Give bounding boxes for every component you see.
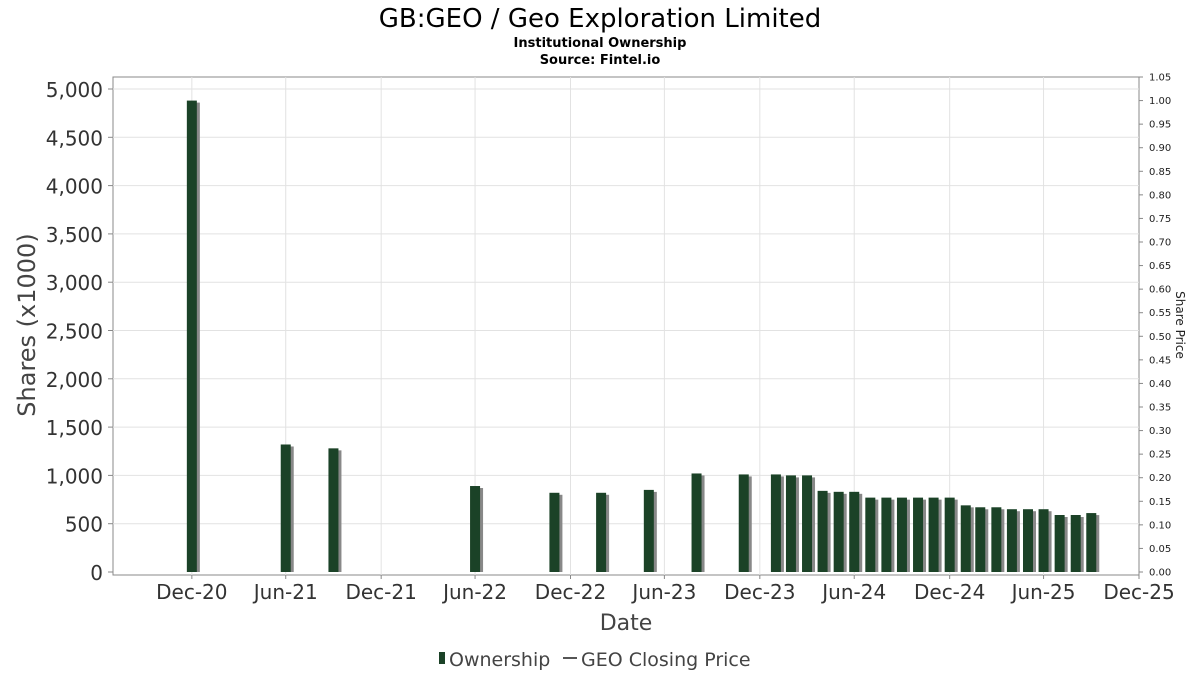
x-tick-label: Jun-22 bbox=[441, 580, 507, 604]
y2-tick-label: 0.25 bbox=[1149, 450, 1171, 461]
ownership-bar bbox=[1022, 509, 1033, 572]
y-tick-label: 1,500 bbox=[46, 416, 103, 440]
y-tick-label: 4,500 bbox=[46, 126, 103, 150]
ownership-bar bbox=[975, 507, 986, 572]
y-tick-label: 5,000 bbox=[46, 78, 103, 102]
ownership-bars bbox=[186, 100, 1100, 572]
x-tick-label: Dec-20 bbox=[156, 580, 227, 604]
ownership-bar bbox=[691, 473, 702, 572]
x-axis-label: Date bbox=[600, 611, 653, 636]
y2-tick-label: 0.50 bbox=[1149, 332, 1171, 343]
y2-tick-label: 0.05 bbox=[1149, 544, 1171, 555]
x-tick-label: Dec-22 bbox=[535, 580, 606, 604]
x-tick-label: Jun-25 bbox=[1010, 580, 1076, 604]
ownership-bar bbox=[913, 497, 924, 572]
y-axis: 0 500 1,000 1,500 2,000 2,500 3,000 3,500 4,000 4… bbox=[46, 78, 113, 585]
ownership-bar bbox=[186, 100, 197, 572]
x-tick-label: Dec-24 bbox=[914, 580, 985, 604]
y-axis-label: Shares (x1000) bbox=[13, 233, 41, 416]
y-tick-label: 0 bbox=[90, 561, 103, 585]
ownership-bar bbox=[865, 497, 876, 572]
y2-tick-label: 0.95 bbox=[1149, 120, 1171, 131]
legend-price-label: GEO Closing Price bbox=[581, 649, 751, 671]
chart-subtitle-source: Source: Fintel.io bbox=[540, 53, 661, 68]
x-tick-label: Dec-21 bbox=[345, 580, 416, 604]
ownership-bar bbox=[785, 475, 796, 572]
ownership-bar bbox=[328, 448, 339, 572]
y2-tick-label: 0.70 bbox=[1149, 238, 1171, 249]
ownership-bar bbox=[849, 491, 860, 572]
ownership-bar bbox=[470, 486, 481, 572]
x-axis: Dec-20 Jun-21 Dec-21 Jun-22 Dec-22 Jun-23 Dec-… bbox=[156, 575, 1175, 604]
y2-axis: 0.00 0.05 0.10 0.15 0.20 0.25 0.30 0.35 0.40 0.45… bbox=[1139, 73, 1171, 579]
y-tick-label: 2,000 bbox=[46, 368, 103, 392]
x-tick-label: Jun-23 bbox=[630, 580, 696, 604]
y-tick-label: 3,500 bbox=[46, 223, 103, 247]
y2-tick-label: 0.15 bbox=[1149, 497, 1171, 508]
ownership-bar bbox=[881, 497, 892, 572]
y2-tick-label: 0.60 bbox=[1149, 285, 1171, 296]
ownership-bar bbox=[549, 492, 560, 572]
y2-tick-label: 0.30 bbox=[1149, 426, 1171, 437]
ownership-bar bbox=[802, 475, 813, 572]
y2-tick-label: 0.75 bbox=[1149, 214, 1171, 225]
y2-tick-label: 0.55 bbox=[1149, 308, 1171, 319]
y2-tick-label: 0.10 bbox=[1149, 520, 1171, 531]
x-tick-label: Jun-21 bbox=[252, 580, 318, 604]
ownership-bar bbox=[960, 505, 971, 572]
legend-ownership-label: Ownership bbox=[449, 649, 550, 671]
ownership-bar bbox=[817, 490, 828, 572]
y2-tick-label: 0.85 bbox=[1149, 167, 1171, 178]
y2-tick-label: 0.45 bbox=[1149, 355, 1171, 366]
ownership-bar bbox=[1006, 509, 1017, 572]
ownership-bar bbox=[896, 497, 907, 572]
y2-tick-label: 0.40 bbox=[1149, 379, 1171, 390]
plot-area bbox=[112, 76, 1140, 576]
y2-tick-label: 1.00 bbox=[1149, 96, 1171, 107]
y2-tick-label: 1.05 bbox=[1149, 73, 1171, 84]
y2-tick-label: 0.65 bbox=[1149, 261, 1171, 272]
x-tick-label: Jun-24 bbox=[820, 580, 886, 604]
legend: Ownership GEO Closing Price bbox=[439, 649, 751, 671]
y-tick-label: 3,000 bbox=[46, 271, 103, 295]
y2-tick-label: 0.35 bbox=[1149, 403, 1171, 414]
x-tick-label: Dec-23 bbox=[724, 580, 795, 604]
x-tick-label: Dec-25 bbox=[1103, 580, 1174, 604]
ownership-bar bbox=[944, 497, 955, 572]
ownership-bar bbox=[280, 444, 291, 572]
ownership-bar bbox=[1070, 515, 1081, 572]
y2-tick-label: 0.80 bbox=[1149, 190, 1171, 201]
ownership-bar bbox=[833, 491, 844, 572]
y2-axis-label: Share Price bbox=[1173, 291, 1187, 359]
ownership-bar bbox=[991, 507, 1002, 572]
ownership-bar bbox=[1086, 513, 1097, 572]
y-tick-label: 1,000 bbox=[46, 464, 103, 488]
legend-ownership-swatch bbox=[439, 652, 445, 664]
ownership-bar bbox=[770, 474, 781, 572]
ownership-bar bbox=[596, 492, 607, 572]
y2-tick-label: 0.00 bbox=[1149, 568, 1171, 579]
y-tick-label: 500 bbox=[65, 513, 103, 537]
chart-subtitle-ownership: Institutional Ownership bbox=[514, 36, 687, 51]
y-tick-label: 2,500 bbox=[46, 320, 103, 344]
y2-tick-label: 0.90 bbox=[1149, 143, 1171, 154]
ownership-bar bbox=[1038, 509, 1049, 572]
chart-title: GB:GEO / Geo Exploration Limited bbox=[379, 4, 821, 34]
y-tick-label: 4,000 bbox=[46, 175, 103, 199]
y2-tick-label: 0.20 bbox=[1149, 473, 1171, 484]
ownership-bar bbox=[738, 474, 749, 572]
ownership-bar bbox=[1054, 515, 1065, 572]
ownership-bar bbox=[928, 497, 939, 572]
ownership-bar bbox=[643, 489, 654, 572]
